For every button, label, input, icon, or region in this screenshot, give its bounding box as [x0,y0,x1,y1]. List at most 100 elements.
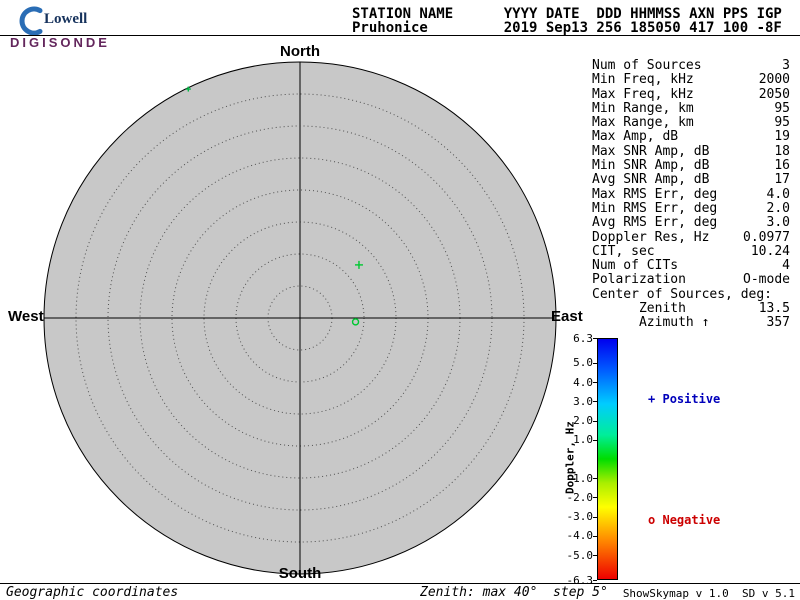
stat-row: Avg RMS Err, deg 3.0 [592,215,790,231]
stat-value: 0.0977 [743,229,790,245]
stat-value: 2.0 [766,200,790,216]
colorbar-tick [593,382,597,384]
colorbar: Doppler, Hz + Positive o Negative 6.3 5.0… [556,332,800,587]
colorbar-tick-label: -2.0 [566,490,594,504]
stat-label: Num of CITs [592,258,679,274]
legend-item: + Positive [648,392,720,406]
stat-row: Max Amp, dB 19 [592,129,790,145]
stat-label: Max RMS Err, deg [592,186,718,202]
colorbar-tick [593,420,597,422]
stat-label: Max Amp, dB [592,129,679,145]
footer-coordinates-label: Geographic coordinates [6,585,179,600]
stat-value: 13.5 [758,301,790,317]
colorbar-tick [593,478,597,480]
stat-row: Num of CITs 4 [592,258,790,274]
colorbar-tick [593,439,597,441]
legend-label: Negative [662,513,721,527]
colorbar-tick [593,497,597,499]
stat-label: Min Range, km [592,100,694,116]
stat-value: 18 [774,143,790,159]
logo-swoosh-icon [19,6,43,36]
skymap-svg [43,61,557,575]
stat-value: 95 [774,115,790,131]
logo-name: Lowell [44,11,88,27]
logo-product: DIGISONDE [10,35,110,50]
colorbar-tick-label: -5.0 [566,548,594,562]
stat-label: Max Freq, kHz [592,86,694,102]
header-column-labels: STATION NAME YYYY DATE DDD HHMMSS AXN PP… [352,6,782,22]
footer: Geographic coordinates Zenith: max 40° s… [0,583,800,600]
footer-zenith-scale-label: Zenith: max 40° step 5° [420,585,608,600]
stat-row: Polarization O-mode [592,272,790,288]
stat-row: Min Range, km 95 [592,100,790,116]
source-marker [354,260,363,269]
colorbar-tick-label: -1.0 [566,471,594,485]
stat-value: 357 [766,315,790,331]
stat-row: Min RMS Err, deg 2.0 [592,200,790,216]
stat-value: 16 [774,158,790,174]
stat-value: 4 [782,258,790,274]
footer-version-label: ShowSkymap v 1.0 SD v 5.1 [622,587,795,600]
colorbar-tick-label: -4.0 [566,529,594,543]
stat-value: 2050 [758,86,790,102]
colorbar-tick [593,555,597,557]
stat-row: CIT, sec 10.24 [592,243,790,259]
stat-label: Max SNR Amp, dB [592,143,710,159]
compass-label-west: West [8,308,44,325]
stat-value: 3.0 [766,215,790,231]
negative-marker-icon: o [648,513,656,527]
colorbar-tick [593,362,597,364]
colorbar-tick [593,535,597,537]
stat-label: Min Freq, kHz [592,72,694,88]
stat-value: O-mode [743,272,790,288]
colorbar-tick-label: 4.0 [573,375,593,389]
stat-value: 4.0 [766,186,790,202]
header-divider [0,35,800,36]
source-marker [185,86,191,92]
colorbar-tick-label: 1.0 [573,433,593,447]
colorbar-tick-label: 2.0 [573,414,593,428]
colorbar-tick-label: -3.0 [566,510,594,524]
stat-label: Polarization [592,272,686,288]
legend-item: o Negative [648,513,720,527]
stat-value: 2000 [758,72,790,88]
stats-panel: Num of Sources 3 Min Freq, kHz 2000 Max Freq… [592,58,790,331]
colorbar-gradient [597,338,618,580]
colorbar-tick [593,580,597,581]
header-station-values: Pruhonice 2019 Sep13 256 185050 417 100 … [352,20,782,36]
colorbar-tick [593,401,597,403]
stat-row: Min Freq, kHz 2000 [592,72,790,88]
legend-label: Positive [662,392,721,406]
stat-label: Azimuth ↑ [592,315,710,331]
stat-value: 19 [774,129,790,145]
positive-marker-icon: + [648,392,656,406]
stat-label: Max Range, km [592,115,694,131]
stat-row: Center of Sources, deg: [592,286,790,302]
stat-label: Zenith [592,301,686,317]
stat-value: 95 [774,100,790,116]
stat-label: Avg RMS Err, deg [592,215,718,231]
stat-label: Doppler Res, Hz [592,229,710,245]
compass-label-south: South [278,565,322,582]
stat-label: CIT, sec [592,243,655,259]
stat-row: Avg SNR Amp, dB 17 [592,172,790,188]
stat-row: Max Range, km 95 [592,115,790,131]
stat-row: Max Freq, kHz 2050 [592,86,790,102]
lowell-digisonde-logo: Lowell DIGISONDE [8,2,138,50]
stat-row: Zenith 13.5 [592,301,790,317]
stat-row: Num of Sources 3 [592,58,790,73]
colorbar-tick-label: 5.0 [573,356,593,370]
stat-label: Center of Sources, deg: [592,286,773,302]
stat-row: Max RMS Err, deg 4.0 [592,186,790,202]
stat-label: Num of Sources [592,58,702,73]
colorbar-tick-label: 6.3 [573,331,593,345]
colorbar-tick [593,338,597,339]
stat-row: Azimuth ↑ 357 [592,315,790,331]
stat-value: 10.24 [750,243,790,259]
stat-row: Doppler Res, Hz 0.0977 [592,229,790,245]
compass-label-north: North [280,43,320,60]
stat-row: Max SNR Amp, dB 18 [592,143,790,159]
compass-label-east: East [551,308,583,325]
stat-label: Avg SNR Amp, dB [592,172,710,188]
